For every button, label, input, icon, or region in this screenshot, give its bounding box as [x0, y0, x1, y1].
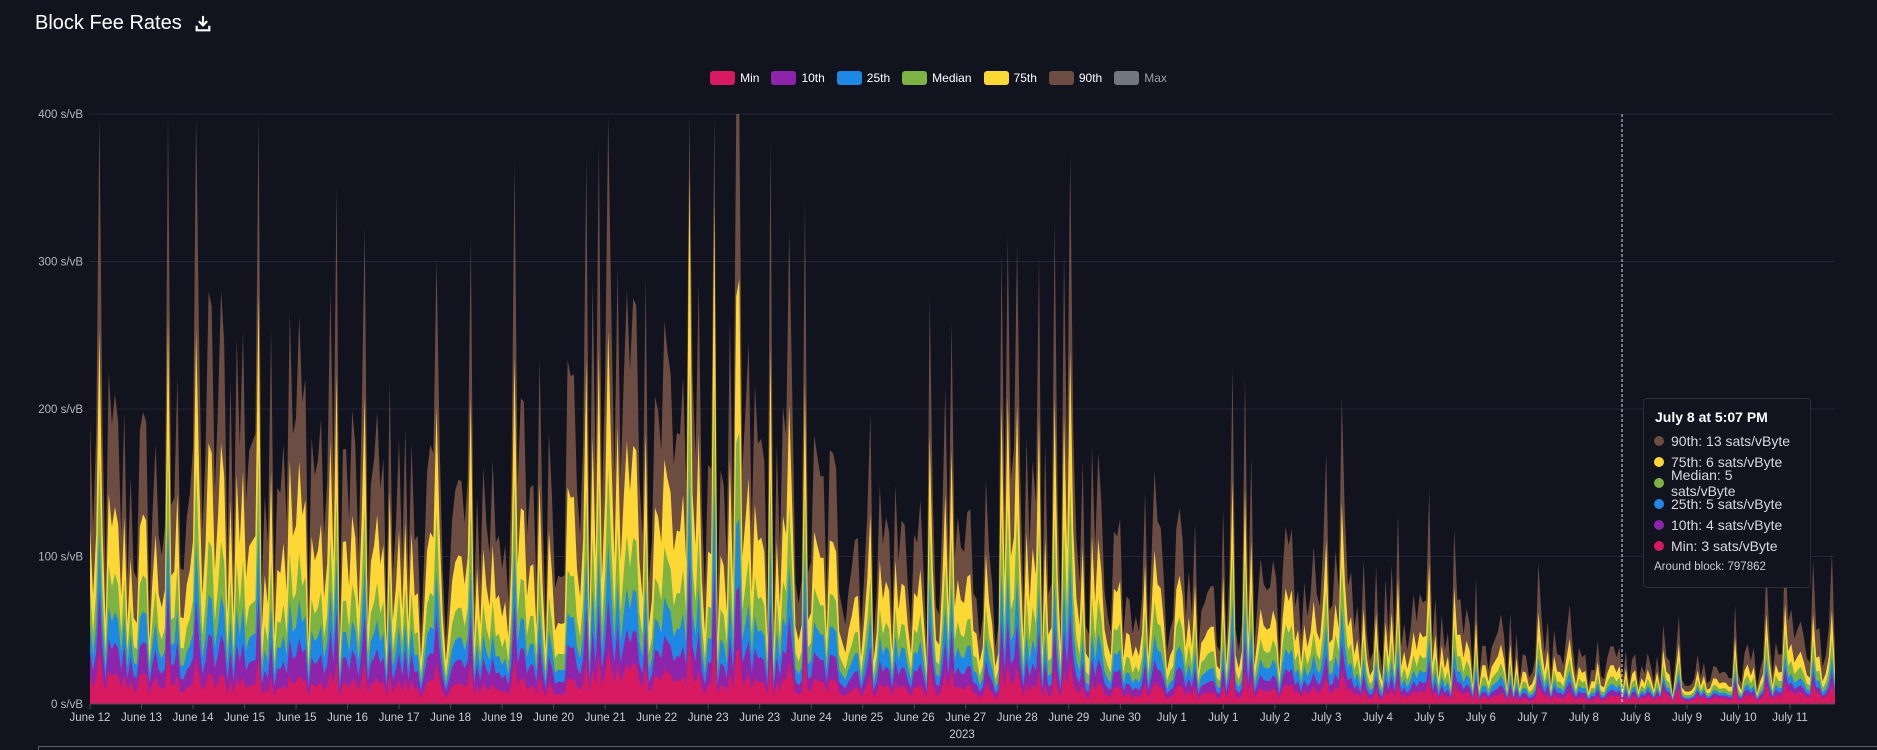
tooltip-row: Min: 3 sats/vByte	[1654, 535, 1800, 556]
legend-item-max[interactable]: Max	[1114, 71, 1167, 85]
tooltip-dot	[1654, 456, 1664, 467]
x-axis-label: 2023	[949, 729, 975, 741]
x-tick-label: June 23	[688, 712, 729, 724]
legend-label: 90th	[1078, 71, 1103, 85]
chart-tooltip: July 8 at 5:07 PM 90th: 13 sats/vByte 75t…	[1643, 398, 1811, 588]
legend-label: 25th	[866, 71, 891, 85]
x-tick-label: July 2	[1260, 712, 1290, 724]
legend-swatch	[902, 71, 928, 85]
tooltip-row-text: 10th: 4 sats/vByte	[1671, 516, 1783, 533]
x-tick-label: July 4	[1363, 712, 1394, 724]
x-tick-label: June 23	[739, 712, 780, 724]
x-tick-label: July 8	[1620, 712, 1650, 724]
y-tick-label: 0 s/vB	[51, 699, 83, 711]
x-tick-label: June 15	[276, 712, 317, 724]
series-area-90th	[90, 114, 1835, 704]
tooltip-dot	[1654, 498, 1664, 509]
x-tick-label: July 1	[1157, 712, 1187, 724]
x-tick-label: June 15	[224, 712, 265, 724]
x-tick-label: June 16	[327, 712, 368, 724]
x-tick-label: July 10	[1720, 712, 1756, 724]
legend-item-median[interactable]: Median	[902, 71, 972, 85]
tooltip-dot	[1654, 540, 1664, 551]
tooltip-row-text: 90th: 13 sats/vByte	[1671, 432, 1791, 449]
x-tick-label: July 3	[1311, 712, 1341, 724]
legend-item-10th[interactable]: 10th	[771, 71, 825, 85]
x-tick-label: June 28	[997, 712, 1038, 724]
x-tick-label: June 29	[1048, 712, 1089, 724]
y-tick-label: 200 s/vB	[38, 404, 83, 416]
legend-swatch	[983, 71, 1009, 85]
y-tick-label: 300 s/vB	[38, 257, 83, 269]
x-tick-label: June 17	[379, 712, 420, 724]
y-tick-label: 100 s/vB	[38, 552, 83, 564]
tooltip-row-text: 25th: 5 sats/vByte	[1671, 495, 1783, 512]
legend-label: Min	[740, 71, 760, 85]
tooltip-row-text: Min: 3 sats/vByte	[1671, 537, 1778, 554]
x-tick-label: June 30	[1100, 712, 1141, 724]
x-tick-label: June 22	[636, 712, 677, 724]
legend-swatch	[710, 71, 736, 85]
x-tick-label: June 20	[533, 712, 574, 724]
x-tick-label: July 6	[1466, 712, 1496, 724]
legend-item-75th[interactable]: 75th	[983, 71, 1037, 85]
x-tick-label: June 21	[585, 712, 626, 724]
tooltip-row-text: Median: 5 sats/vByte	[1671, 466, 1736, 499]
range-slider-track[interactable]	[38, 746, 1877, 750]
x-tick-label: July 7	[1517, 712, 1547, 724]
chart-legend: Min 10th 25th Median 75th 90th Max	[0, 71, 1877, 85]
legend-label: Max	[1144, 71, 1167, 85]
tooltip-row: 90th: 13 sats/vByte	[1654, 430, 1800, 451]
y-tick-label: 400 s/vB	[38, 109, 83, 121]
legend-item-90th[interactable]: 90th	[1048, 71, 1103, 85]
x-tick-label: June 24	[791, 712, 833, 724]
tooltip-dot	[1654, 435, 1664, 446]
series-area-10th	[90, 559, 1835, 704]
axes: 0 s/vB 100 s/vB 200 s/vB 300 s/vB 400 s/vB Ju…	[38, 109, 1835, 741]
x-tick-label: June 13	[121, 712, 162, 724]
tooltip-row: 75th: 6 sats/vByte	[1654, 451, 1800, 472]
tooltip-title: July 8 at 5:07 PM	[1655, 409, 1768, 425]
legend-label: 10th	[801, 71, 825, 85]
x-tick-label: June 12	[70, 712, 111, 724]
x-tick-label: July 8	[1569, 712, 1599, 724]
x-tick-label: June 19	[482, 712, 523, 724]
legend-label: Median	[932, 71, 972, 85]
tooltip-row: 25th: 5 sats/vByte	[1654, 493, 1800, 514]
chart-header: Block Fee Rates	[35, 12, 212, 35]
x-tick-label: June 27	[945, 712, 986, 724]
legend-swatch	[836, 71, 862, 85]
legend-label: 75th	[1013, 71, 1037, 85]
x-tick-label: July 11	[1772, 712, 1808, 724]
legend-swatch	[771, 71, 797, 85]
legend-swatch	[1114, 71, 1140, 85]
tooltip-row-text: 75th: 6 sats/vByte	[1671, 453, 1783, 470]
x-tick-label: June 25	[842, 712, 883, 724]
x-tick-label: July 9	[1672, 712, 1702, 724]
legend-swatch	[1048, 71, 1074, 85]
x-tick-label: July 1	[1208, 712, 1238, 724]
x-tick-label: June 26	[894, 712, 935, 724]
x-tick-label: July 5	[1414, 712, 1444, 724]
legend-item-min[interactable]: Min	[710, 71, 759, 85]
fee-rate-areas	[90, 114, 1835, 704]
tooltip-row: 10th: 4 sats/vByte	[1654, 514, 1800, 535]
tooltip-footer: Around block: 797862	[1654, 561, 1766, 573]
tooltip-dot	[1654, 477, 1664, 488]
tooltip-dot	[1654, 519, 1664, 530]
x-tick-label: June 18	[430, 712, 471, 724]
download-icon[interactable]	[194, 15, 212, 33]
page-title: Block Fee Rates	[35, 12, 182, 34]
series-area-min	[90, 635, 1835, 704]
tooltip-row: Median: 5 sats/vByte	[1654, 467, 1800, 499]
x-tick-label: June 14	[173, 712, 215, 724]
legend-item-25th[interactable]: 25th	[836, 71, 891, 85]
